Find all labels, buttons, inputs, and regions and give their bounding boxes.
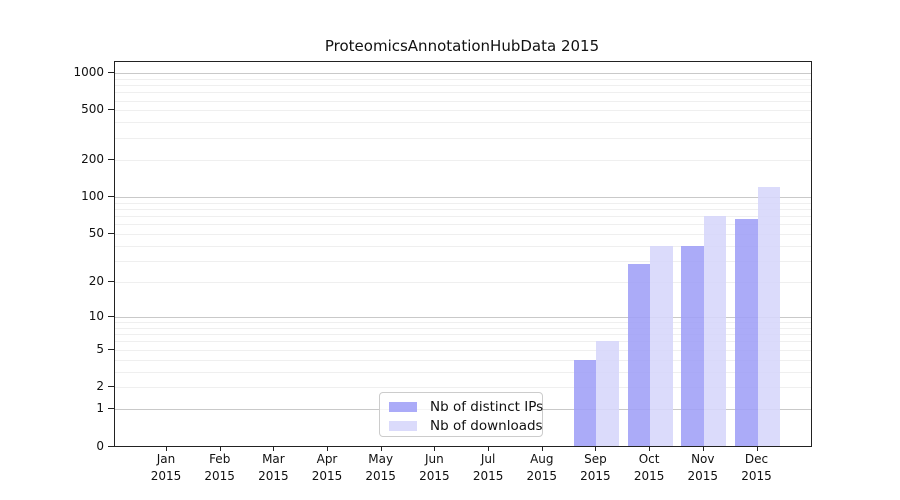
x-tick-mark-sep (595, 446, 597, 451)
x-tick-mark-mar (273, 446, 275, 451)
bar-ips-dec (735, 219, 758, 446)
gridline-500 (115, 110, 811, 112)
y-tick-mark-500 (108, 109, 114, 111)
x-tick-label-sep: Sep 2015 (580, 452, 611, 483)
y-tick-label-0: 0 (96, 438, 104, 453)
gridline-300 (115, 137, 811, 139)
bar-downloads-dec (757, 187, 780, 446)
y-tick-label-100: 100 (81, 189, 104, 203)
x-tick-mark-oct (649, 446, 651, 451)
gridline-200 (115, 159, 811, 161)
bar-downloads-sep (596, 341, 619, 446)
y-tick-mark-2 (108, 386, 114, 388)
gridline-5 (115, 349, 811, 351)
gridline-90 (115, 202, 811, 204)
x-tick-mark-dec (756, 446, 758, 451)
y-tick-label-1: 1 (96, 401, 104, 415)
y-tick-mark-1 (108, 408, 114, 409)
gridline-7 (115, 334, 811, 336)
y-tick-label-5: 5 (96, 341, 104, 356)
gridline-600 (115, 100, 811, 102)
legend-item-distinct-ips: Nb of distinct IPs (389, 397, 543, 416)
bar-downloads-oct (650, 245, 673, 446)
y-tick-label-1000: 1000 (73, 64, 104, 79)
y-tick-mark-200 (108, 158, 114, 160)
gridline-60 (115, 224, 811, 226)
gridline-6 (115, 341, 811, 343)
bar-downloads-nov (703, 216, 727, 446)
gridline-800 (115, 85, 811, 86)
x-tick-mark-feb (219, 446, 221, 451)
bar-ips-sep (573, 359, 597, 446)
gridline-30 (115, 260, 811, 262)
gridline-10 (115, 316, 811, 318)
x-tick-mark-jan (166, 446, 167, 451)
gridline-3 (115, 371, 811, 373)
gridline-80 (115, 208, 811, 210)
y-tick-mark-0 (108, 445, 114, 447)
y-tick-label-50: 50 (88, 225, 104, 240)
x-tick-mark-may (380, 446, 382, 451)
gridline-40 (115, 245, 811, 247)
legend-label-downloads: Nb of downloads (430, 417, 543, 434)
x-tick-mark-jul (488, 446, 490, 451)
x-tick-label-mar: Mar 2015 (258, 452, 289, 483)
gridline-8 (115, 327, 811, 329)
x-tick-mark-nov (702, 446, 704, 451)
gridline-100 (115, 197, 811, 198)
x-tick-mark-jun (434, 446, 436, 451)
legend-swatch-distinct-ips (389, 401, 417, 412)
y-tick-label-10: 10 (88, 308, 104, 323)
x-tick-label-may: May 2015 (365, 452, 396, 483)
y-tick-label-20: 20 (88, 273, 104, 288)
y-tick-mark-50 (108, 232, 114, 234)
x-tick-label-aug: Aug 2015 (526, 452, 558, 483)
y-tick-label-200: 200 (81, 151, 104, 166)
x-tick-label-jan: Jan 2015 (150, 452, 182, 483)
gridline-4 (115, 359, 811, 361)
legend-swatch-downloads (389, 420, 417, 431)
legend-label-distinct-ips: Nb of distinct IPs (430, 398, 544, 415)
y-tick-mark-10 (108, 315, 114, 317)
gridline-900 (115, 78, 811, 80)
x-tick-label-apr: Apr 2015 (311, 452, 343, 483)
bar-ips-oct (627, 264, 651, 446)
x-tick-mark-aug (541, 446, 543, 451)
y-tick-mark-20 (108, 280, 114, 282)
x-tick-label-oct: Oct 2015 (633, 452, 665, 483)
chart-title: ProteomicsAnnotationHubData 2015 (324, 37, 600, 55)
gridline-50 (115, 233, 811, 235)
plot-area (114, 61, 812, 447)
chart-legend: Nb of distinct IPs Nb of downloads (379, 392, 543, 437)
gridline-400 (115, 122, 811, 124)
x-tick-mark-apr (327, 446, 328, 451)
x-tick-label-dec: Dec 2015 (741, 452, 772, 483)
gridline-70 (115, 216, 811, 217)
y-tick-label-500: 500 (81, 102, 104, 117)
y-tick-mark-100 (108, 196, 114, 197)
y-tick-label-2: 2 (96, 379, 104, 394)
bar-ips-nov (681, 245, 704, 446)
x-tick-label-feb: Feb 2015 (204, 452, 235, 483)
gridline-9 (115, 322, 811, 323)
gridline-20 (115, 281, 811, 283)
y-tick-mark-5 (108, 348, 114, 350)
y-tick-mark-1000 (108, 71, 114, 73)
x-tick-label-nov: Nov 2015 (687, 452, 719, 483)
legend-item-downloads: Nb of downloads (389, 416, 543, 435)
gridline-2 (115, 387, 811, 389)
x-tick-label-jun: Jun 2015 (419, 452, 450, 483)
gridline-1000 (115, 72, 811, 74)
gridline-700 (115, 92, 811, 94)
x-tick-label-jul: Jul 2015 (472, 452, 504, 483)
